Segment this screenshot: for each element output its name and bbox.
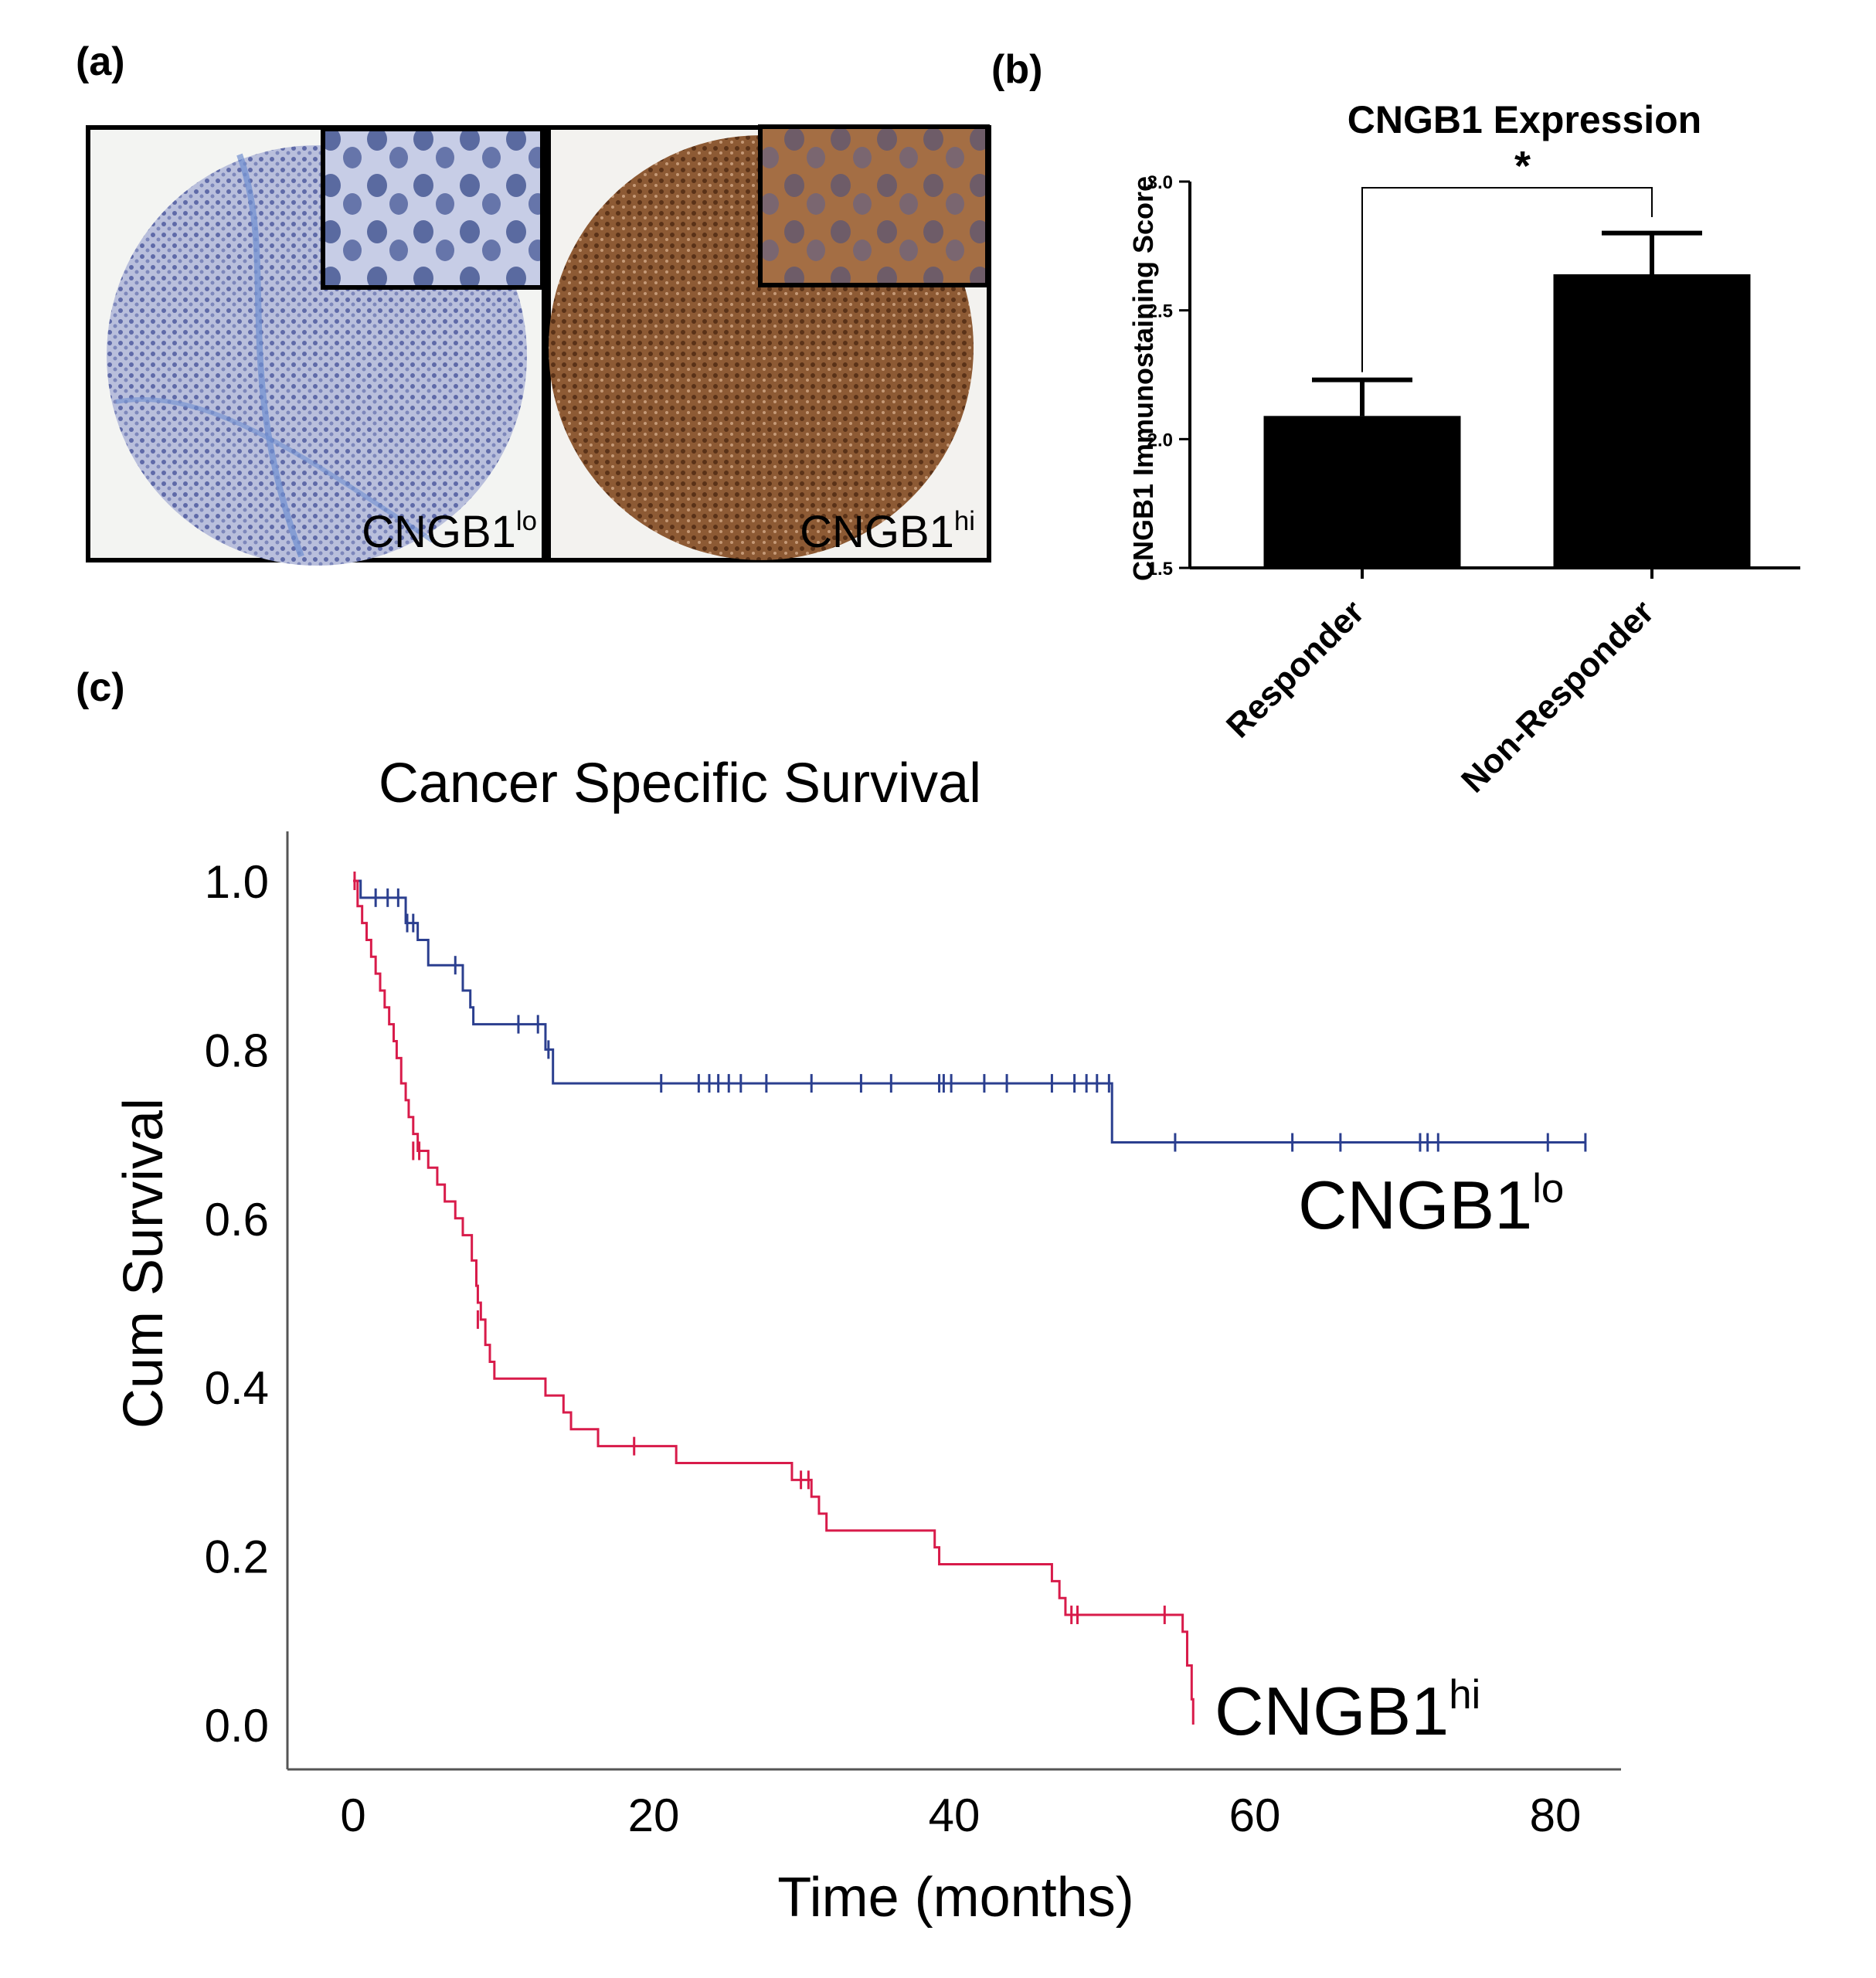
bar-chart-ylabel: CNGB1 Immunostaining Score <box>1127 176 1159 581</box>
km-y-tick-label: 1.0 <box>205 856 269 908</box>
series-label-lo: CNGB1lo <box>1298 1166 1564 1243</box>
significance-star: * <box>1514 143 1531 189</box>
km-y-tick-label: 0.6 <box>205 1194 269 1246</box>
histology-panel: CNGB1lo CNGB1hi <box>86 124 991 566</box>
km-x-tick-label: 20 <box>628 1789 680 1841</box>
histology-label-low: CNGB1lo <box>362 506 537 557</box>
histology-image-high <box>546 124 991 562</box>
survival-curve-lo <box>353 879 1585 1144</box>
survival-curve-hi <box>353 879 1195 1725</box>
survival-chart-title: Cancer Specific Survival <box>379 753 981 814</box>
histology-image-low <box>86 125 546 566</box>
km-x-tick-label: 40 <box>929 1789 980 1841</box>
significance-bracket <box>1361 187 1653 372</box>
bar-chart-title: CNGB1 Expression <box>1348 98 1701 141</box>
km-y-tick-label: 0.2 <box>205 1531 269 1583</box>
km-x-tick-label: 80 <box>1530 1789 1582 1841</box>
histology-label-high: CNGB1hi <box>800 506 975 557</box>
km-y-tick-label: 0.4 <box>205 1362 269 1414</box>
bar-chart: CNGB1 Expression CNGB1 Immunostaining Sc… <box>1127 98 1800 800</box>
km-y-tick-label: 0.0 <box>205 1700 269 1752</box>
panel-label-b: (b) <box>991 47 1043 92</box>
km-x-tick-label: 0 <box>340 1789 365 1841</box>
bar-y-tick-label: 3.0 <box>1147 172 1173 193</box>
km-x-tick-label: 60 <box>1229 1789 1281 1841</box>
bar <box>1263 416 1461 568</box>
panel-label-c: (c) <box>76 665 125 710</box>
km-y-tick-label: 0.8 <box>205 1025 269 1076</box>
survival-chart-xlabel: Time (months) <box>777 1867 1133 1929</box>
bar-y-tick-label: 1.5 <box>1147 559 1173 579</box>
bar <box>1553 274 1751 568</box>
bar-y-tick-label: 2.0 <box>1147 430 1173 450</box>
panel-label-a: (a) <box>76 39 125 84</box>
bar-y-tick-label: 2.5 <box>1147 301 1173 322</box>
survival-chart-ylabel: Cum Survival <box>113 1098 175 1429</box>
series-label-hi: CNGB1hi <box>1215 1672 1480 1749</box>
